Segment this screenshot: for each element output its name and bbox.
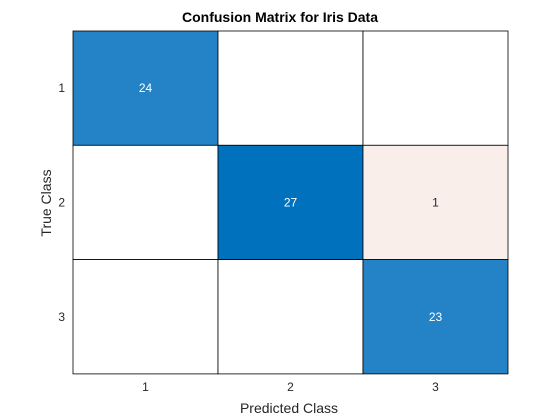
matrix-cell	[362, 30, 509, 146]
x-axis-label: Predicted Class	[240, 400, 338, 416]
y-tick-label: 1	[58, 81, 65, 95]
y-tick-label: 2	[58, 195, 65, 209]
chart-title: Confusion Matrix for Iris Data	[182, 9, 378, 25]
ticks-layer: 1 2 3 1 2 3	[58, 81, 439, 394]
matrix-cell-value: 27	[284, 195, 298, 209]
cells-layer: 24 27 1 23	[72, 30, 509, 375]
matrix-cell-value: 24	[139, 81, 153, 95]
matrix-cell	[72, 259, 219, 375]
matrix-cell	[362, 259, 509, 375]
matrix-cell-value: 23	[429, 310, 443, 324]
matrix-cell	[362, 144, 509, 261]
y-tick-label: 3	[58, 310, 65, 324]
x-tick-label: 1	[142, 380, 149, 394]
matrix-cell	[72, 144, 219, 261]
matrix-cell	[217, 30, 364, 146]
matrix-cell	[217, 259, 364, 375]
x-tick-label: 3	[432, 380, 439, 394]
matrix-cell	[217, 144, 364, 261]
y-axis-label: True Class	[38, 169, 54, 236]
matrix-cell-value: 1	[432, 195, 439, 209]
matrix-cell	[72, 30, 219, 146]
x-tick-label: 2	[287, 380, 294, 394]
